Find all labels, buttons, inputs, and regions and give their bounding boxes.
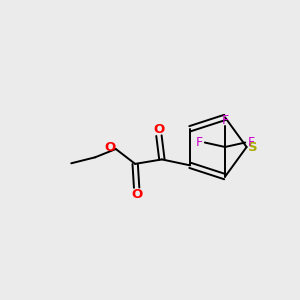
Text: O: O (131, 188, 142, 201)
Text: F: F (221, 114, 229, 127)
Text: F: F (248, 136, 255, 149)
Text: O: O (104, 141, 116, 154)
Text: F: F (195, 136, 203, 149)
Text: O: O (153, 123, 165, 136)
Text: S: S (248, 140, 258, 154)
